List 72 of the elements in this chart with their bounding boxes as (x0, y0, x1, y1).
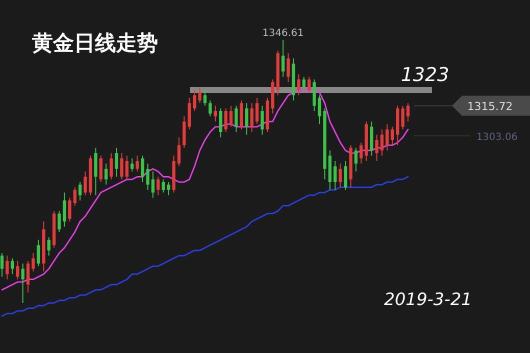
candlestick (73, 186, 76, 206)
candlestick (360, 142, 363, 164)
candlestick (10, 258, 14, 275)
candlestick (58, 210, 61, 232)
candlestick (140, 155, 144, 183)
candlestick (36, 239, 40, 267)
candlestick (114, 147, 118, 178)
candlestick (245, 102, 248, 136)
candlestick (84, 171, 87, 196)
candlestick (130, 158, 134, 172)
candlestick (390, 126, 394, 146)
candlestick (0, 252, 4, 278)
candlestick (375, 134, 378, 162)
candlestick (136, 155, 139, 172)
candlestick (260, 105, 264, 136)
candlestick (16, 260, 20, 280)
candlestick (344, 160, 348, 190)
candlestick (198, 86, 202, 104)
candlestick (334, 160, 337, 190)
candlestick (120, 152, 124, 180)
candlestick (78, 182, 82, 201)
candlestick (308, 76, 311, 94)
candlestick (281, 40, 285, 78)
candlestick (380, 128, 384, 156)
candlestick (6, 255, 9, 280)
candlestick (318, 94, 322, 125)
candlestick (192, 89, 196, 112)
candlestick (125, 155, 129, 180)
candlestick (21, 263, 24, 304)
candlestick (68, 197, 72, 222)
candlestick (406, 102, 410, 122)
candlestick (214, 105, 218, 122)
candlestick (229, 105, 233, 128)
candlestick (338, 163, 342, 188)
candlestick (47, 236, 50, 256)
candlestick (208, 100, 212, 117)
annotation: 1323 (400, 64, 450, 86)
candlestick (162, 178, 165, 194)
candlestick (302, 76, 306, 90)
candlestick (224, 108, 228, 133)
candlestick (62, 192, 66, 228)
annotation: 2019-3-21 (384, 290, 472, 310)
candlestick (166, 182, 170, 196)
candlestick (26, 260, 30, 293)
candlestick (286, 52, 290, 83)
candlestick (297, 74, 300, 96)
candlestick (94, 147, 98, 196)
candlestick (177, 136, 181, 167)
candlestick (255, 97, 259, 125)
candlestick (234, 105, 238, 133)
candlestick (401, 105, 404, 130)
candlestick (386, 124, 389, 151)
candlestick (32, 252, 35, 272)
candlestick (312, 78, 316, 112)
candlestick (250, 102, 254, 133)
candlestick (182, 116, 186, 148)
candlestick (104, 163, 108, 186)
chart-title: 黄金日线走势 (31, 32, 158, 55)
text: 1303.06 (476, 132, 518, 143)
candlestick (203, 89, 207, 106)
candlestick (110, 152, 113, 180)
candlestick (188, 97, 191, 130)
candlestick (146, 163, 150, 190)
annotation: 1346.61 (262, 28, 304, 39)
candlestick (219, 108, 222, 138)
candlestick (151, 171, 155, 198)
candlestick (156, 176, 160, 196)
candlestick (370, 121, 374, 156)
candlestick (99, 155, 102, 183)
candlestick (354, 147, 358, 172)
text: 1315.72 (467, 100, 513, 113)
candlestick (240, 100, 244, 130)
